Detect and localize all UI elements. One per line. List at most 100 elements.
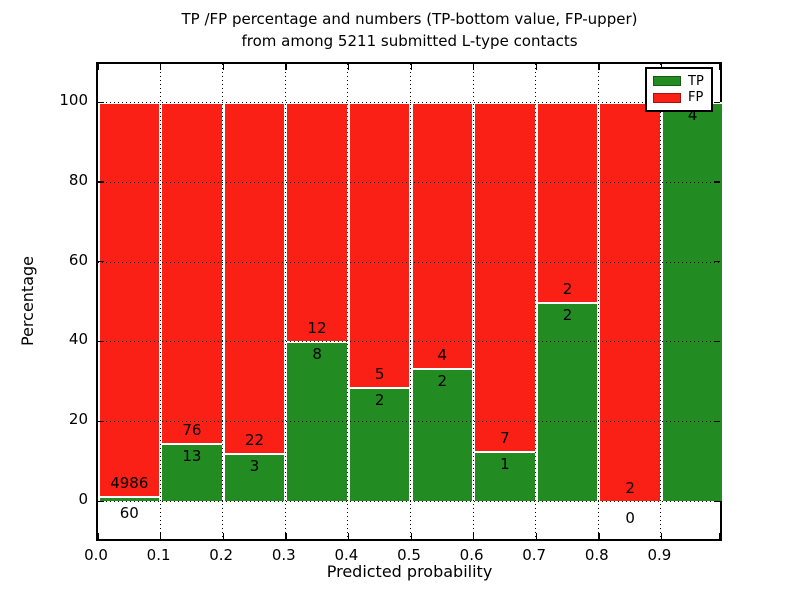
y-tick-mark	[98, 500, 104, 502]
x-gridline	[222, 64, 224, 539]
x-axis-tick-label: 0.9	[647, 546, 672, 564]
x-axis-title: Predicted probability	[326, 562, 493, 581]
tp-bar	[224, 453, 285, 501]
x-tick-mark	[285, 533, 287, 539]
x-tick-mark	[285, 64, 287, 70]
x-tick-mark	[160, 64, 162, 70]
legend-label: TP	[688, 73, 704, 89]
x-tick-mark	[718, 64, 720, 70]
tp-count-label: 2	[374, 391, 385, 409]
tp-bar	[475, 451, 535, 501]
x-tick-mark	[473, 533, 475, 539]
fp-bar	[99, 102, 160, 497]
x-axis-tick-label: 0.5	[397, 546, 421, 564]
x-tick-mark	[535, 64, 538, 70]
y-tick-mark	[714, 261, 720, 263]
x-axis-tick-label: 0.2	[209, 546, 234, 564]
y-tick-mark	[714, 340, 720, 343]
tp-bar	[99, 496, 160, 501]
fp-bar	[537, 102, 598, 302]
fp-count-label: 4986	[110, 474, 149, 493]
y-gridline	[98, 341, 720, 343]
tp-bar	[162, 442, 222, 501]
tp-count-label: 8	[312, 345, 322, 364]
y-tick-mark	[98, 420, 104, 423]
y-axis-tick-label: 60	[68, 250, 88, 269]
tp-bar	[537, 301, 598, 501]
x-tick-mark	[222, 64, 225, 70]
y-gridline	[98, 102, 720, 103]
y-gridline	[98, 421, 720, 423]
x-tick-mark	[535, 533, 538, 539]
chart-title-line2: from among 5211 submitted L-type contact…	[241, 32, 578, 50]
legend-label: FP	[688, 90, 704, 106]
x-tick-mark	[660, 533, 663, 539]
y-axis-tick-label: 0	[78, 490, 88, 508]
x-tick-mark	[347, 64, 350, 70]
fp-count-label: 76	[182, 420, 202, 439]
tp-count-label: 1	[500, 455, 510, 474]
x-tick-mark	[718, 533, 720, 539]
x-tick-mark	[410, 64, 412, 70]
x-tick-mark	[347, 533, 350, 539]
x-tick-mark	[97, 64, 99, 70]
fp-count-label: 22	[244, 431, 265, 450]
plot-area: 4986607613223128524271222004	[96, 62, 723, 541]
x-tick-mark	[160, 533, 162, 539]
fp-count-label: 5	[374, 365, 385, 383]
y-gridline	[98, 181, 720, 183]
fp-bar	[162, 102, 222, 443]
tp-count-label: 0	[625, 509, 635, 527]
x-tick-mark	[598, 533, 600, 539]
y-tick-mark	[714, 181, 720, 183]
legend-item: TP	[653, 75, 705, 88]
x-axis-tick-label: 0.3	[271, 546, 296, 564]
tp-count-label: 13	[182, 446, 202, 465]
fp-bar	[412, 102, 473, 368]
y-gridline	[98, 261, 720, 263]
fp-count-label: 12	[307, 319, 327, 338]
y-axis-tick-label: 80	[68, 170, 88, 189]
fp-bar	[600, 102, 660, 501]
fp-bar	[287, 102, 347, 342]
y-axis-tick-label: 40	[68, 330, 88, 349]
fp-count-label: 4	[437, 346, 448, 364]
x-gridline	[660, 64, 662, 539]
fp-count-label: 7	[500, 429, 510, 448]
x-axis-tick-label: 0.1	[146, 546, 171, 564]
fp-bar	[224, 102, 285, 454]
y-gridline	[98, 501, 720, 502]
fp-legend-swatch	[653, 92, 681, 103]
tp-legend-swatch	[653, 76, 681, 87]
tp-bar	[412, 368, 473, 501]
x-tick-mark	[598, 64, 600, 70]
y-tick-mark	[98, 181, 104, 183]
y-tick-mark	[98, 101, 104, 103]
x-axis-tick-label: 0.4	[334, 546, 359, 564]
x-tick-mark	[97, 533, 99, 539]
fp-bar	[475, 102, 535, 452]
tp-bar	[662, 102, 723, 501]
x-gridline	[284, 64, 286, 539]
y-tick-mark	[98, 340, 104, 343]
fp-count-label: 2	[625, 479, 635, 497]
x-gridline	[347, 64, 349, 539]
y-tick-mark	[714, 500, 720, 502]
x-axis-tick-label: 0.0	[84, 546, 108, 564]
x-axis-tick-label: 0.6	[459, 546, 484, 564]
y-axis-title: Percentage	[18, 256, 37, 347]
x-gridline	[410, 64, 411, 539]
tp-count-label: 4	[687, 106, 698, 124]
chart-title-line1: TP /FP percentage and numbers (TP-bottom…	[181, 10, 638, 28]
tp-count-label: 60	[119, 504, 139, 523]
x-tick-mark	[222, 533, 225, 539]
y-tick-mark	[98, 261, 104, 263]
tp-count-label: 2	[437, 372, 448, 390]
fp-bar	[349, 102, 410, 387]
x-axis-tick-label: 0.7	[522, 546, 547, 564]
x-gridline	[472, 64, 474, 539]
tp-count-label: 2	[562, 305, 573, 324]
tp-bar	[349, 387, 410, 501]
y-tick-mark	[714, 101, 720, 103]
